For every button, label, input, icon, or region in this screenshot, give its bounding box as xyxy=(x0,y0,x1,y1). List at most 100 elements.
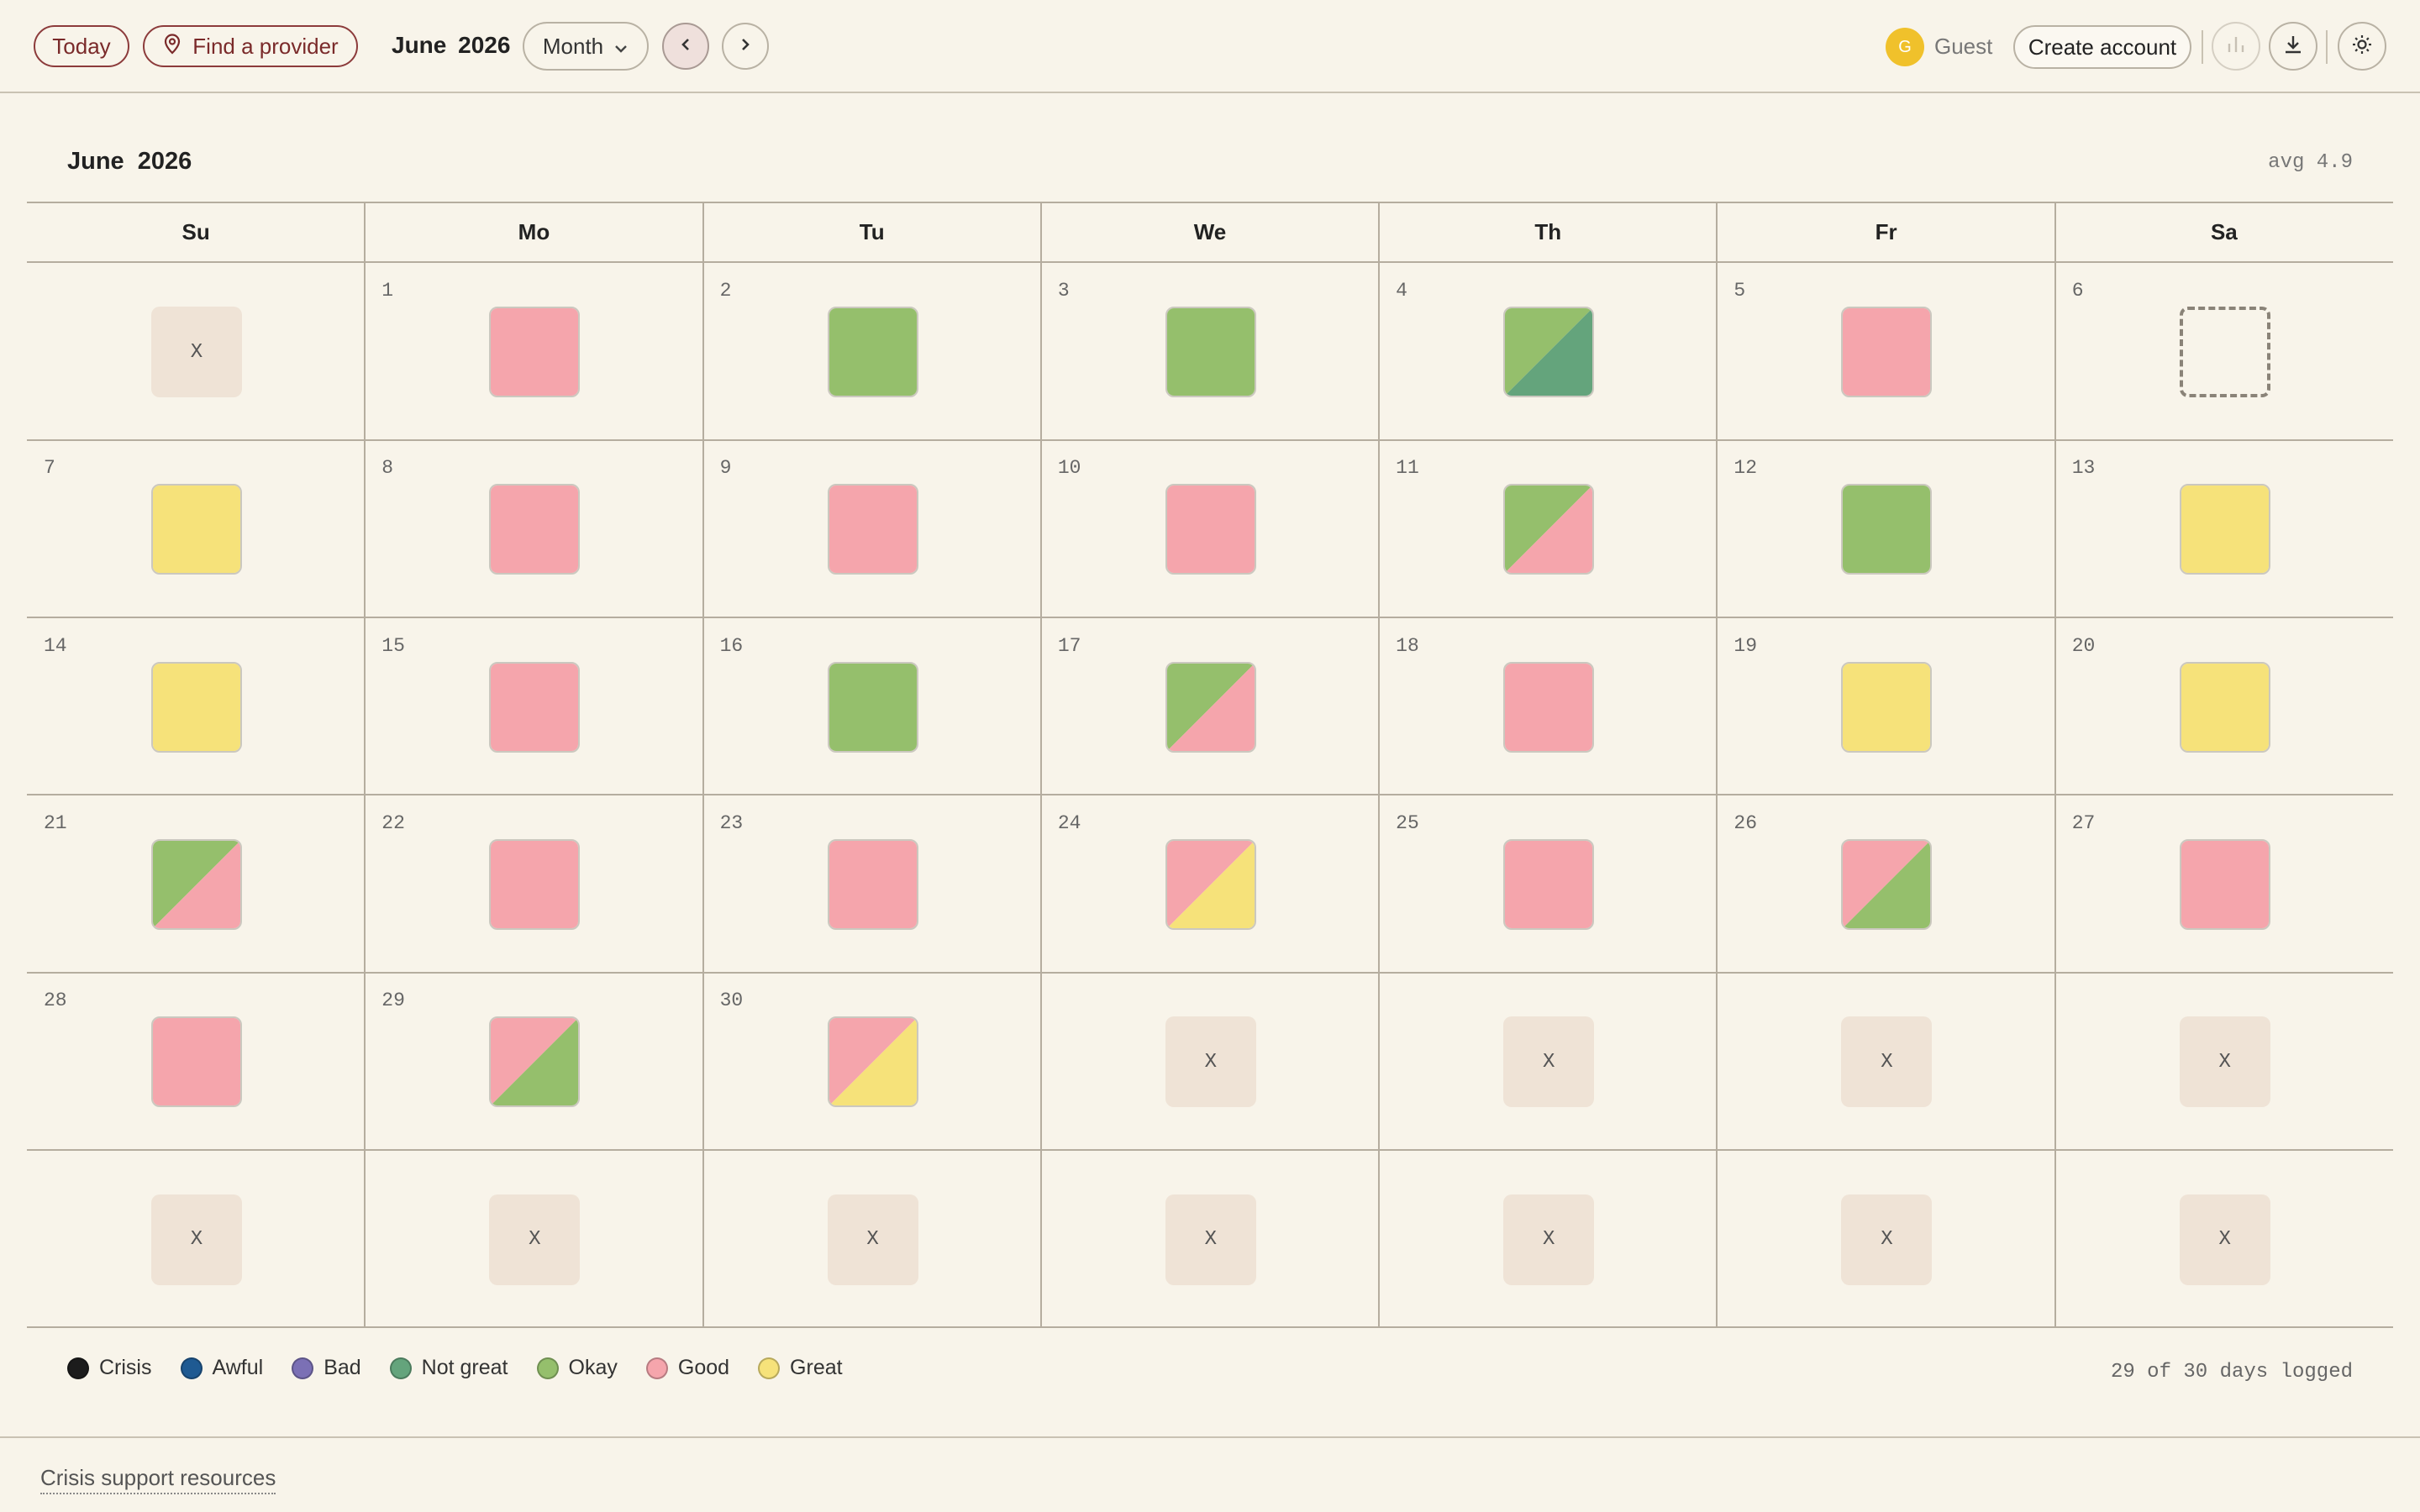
day-number: 21 xyxy=(44,812,67,834)
days-logged-summary: 29 of 30 days logged xyxy=(2110,1361,2353,1383)
mood-tile[interactable] xyxy=(2179,839,2270,930)
mood-tile[interactable] xyxy=(1165,484,1256,575)
calendar-day-cell[interactable]: 9 xyxy=(702,440,1041,619)
calendar-day-cell[interactable]: 11 xyxy=(1379,440,1718,619)
stats-button[interactable] xyxy=(2212,22,2260,71)
calendar-day-cell[interactable]: 1 xyxy=(365,263,703,441)
mood-tile[interactable] xyxy=(827,1016,918,1108)
previous-month-button[interactable] xyxy=(662,23,709,70)
mood-tile[interactable] xyxy=(489,484,581,575)
day-number: 16 xyxy=(719,634,744,657)
calendar-day-cell[interactable]: 3 xyxy=(1040,263,1380,441)
map-pin-icon xyxy=(162,33,182,60)
next-month-button[interactable] xyxy=(722,23,769,70)
view-select-value: Month xyxy=(542,33,604,59)
mood-tile[interactable] xyxy=(1841,307,1933,397)
mood-tile[interactable] xyxy=(1503,839,1595,930)
calendar-day-cell[interactable]: 19 xyxy=(1717,618,2055,796)
calendar-day-cell[interactable]: 20 xyxy=(2054,618,2393,796)
mood-tile[interactable] xyxy=(827,307,918,397)
calendar-day-cell: X xyxy=(27,263,366,441)
calendar-day-cell[interactable]: 5 xyxy=(1717,263,2055,441)
mood-tile[interactable] xyxy=(151,839,242,930)
calendar-day-cell[interactable]: 26 xyxy=(1717,795,2055,974)
mood-tile[interactable] xyxy=(489,661,581,753)
mood-tile[interactable] xyxy=(1841,839,1933,930)
download-button[interactable] xyxy=(2269,22,2317,71)
today-button[interactable]: Today xyxy=(34,25,129,67)
calendar-day-cell[interactable]: 17 xyxy=(1040,618,1380,796)
calendar-day-cell[interactable]: 10 xyxy=(1040,440,1380,619)
mood-tile[interactable] xyxy=(2179,661,2270,753)
mood-tile[interactable] xyxy=(1841,661,1933,753)
column-divider xyxy=(702,203,704,1328)
theme-toggle-button[interactable] xyxy=(2338,22,2386,71)
calendar-day-cell[interactable]: 7 xyxy=(27,440,366,619)
mood-tile[interactable] xyxy=(151,484,242,575)
find-provider-button[interactable]: Find a provider xyxy=(143,25,358,67)
crisis-support-link[interactable]: Crisis support resources xyxy=(40,1465,276,1494)
mood-fill xyxy=(491,841,579,928)
mood-tile[interactable] xyxy=(1503,484,1595,575)
day-number: 14 xyxy=(44,634,67,657)
mood-tile[interactable] xyxy=(827,661,918,753)
calendar-day-cell[interactable]: 21 xyxy=(27,795,366,974)
mood-tile[interactable] xyxy=(1165,307,1256,397)
avatar[interactable]: G xyxy=(1886,28,1924,66)
calendar-day-cell[interactable]: 28 xyxy=(27,973,366,1152)
calendar-day-cell[interactable]: 8 xyxy=(365,440,703,619)
mood-tile[interactable] xyxy=(1841,484,1933,575)
mood-tile[interactable] xyxy=(2179,484,2270,575)
calendar-day-cell[interactable]: 25 xyxy=(1379,795,1718,974)
mood-tile[interactable] xyxy=(827,839,918,930)
mood-tile[interactable] xyxy=(489,839,581,930)
unlogged-day-tile[interactable] xyxy=(2179,307,2270,397)
calendar-day-cell[interactable]: 14 xyxy=(27,618,366,796)
calendar-day-cell[interactable]: 18 xyxy=(1379,618,1718,796)
create-account-button[interactable]: Create account xyxy=(2013,25,2191,69)
empty-marker: X xyxy=(190,340,203,364)
day-number: 9 xyxy=(719,457,732,480)
divider xyxy=(2202,30,2203,64)
calendar-day-cell[interactable]: 24 xyxy=(1040,795,1380,974)
day-number: 22 xyxy=(381,812,405,834)
legend-swatch xyxy=(536,1357,559,1379)
calendar-day-cell[interactable]: 2 xyxy=(702,263,1041,441)
mood-tile[interactable] xyxy=(1165,839,1256,930)
legend-swatch xyxy=(645,1357,668,1379)
calendar-day-cell[interactable]: 12 xyxy=(1717,440,2055,619)
calendar-day-cell[interactable]: 13 xyxy=(2054,440,2393,619)
calendar-day-cell[interactable]: 16 xyxy=(702,618,1041,796)
mood-fill-secondary xyxy=(829,1018,917,1106)
calendar-day-cell: X xyxy=(1379,973,1718,1152)
mood-tile[interactable] xyxy=(1503,307,1595,397)
calendar-day-cell[interactable]: 29 xyxy=(365,973,703,1152)
day-number: 10 xyxy=(1057,457,1081,480)
empty-day-tile: X xyxy=(151,307,242,397)
mood-tile[interactable] xyxy=(1165,661,1256,753)
calendar-day-cell[interactable]: 23 xyxy=(702,795,1041,974)
mood-tile[interactable] xyxy=(151,1016,242,1108)
view-select[interactable]: Month xyxy=(523,22,649,71)
calendar-day-cell: X xyxy=(27,1151,366,1329)
mood-tile[interactable] xyxy=(151,661,242,753)
empty-day-tile: X xyxy=(1165,1016,1256,1108)
mood-tile[interactable] xyxy=(489,1016,581,1108)
calendar-day-cell[interactable]: 15 xyxy=(365,618,703,796)
legend-label: Bad xyxy=(324,1356,361,1379)
calendar-day-cell[interactable]: 27 xyxy=(2054,795,2393,974)
calendar-day-cell[interactable]: 4 xyxy=(1379,263,1718,441)
bar-chart-icon xyxy=(2225,34,2247,60)
mood-fill xyxy=(1505,663,1593,751)
weekday-header: Fr xyxy=(1875,219,1897,244)
calendar-day-cell: X xyxy=(1379,1151,1718,1329)
legend-swatch xyxy=(292,1357,314,1379)
mood-tile[interactable] xyxy=(827,484,918,575)
calendar-day-cell[interactable]: 6 xyxy=(2054,263,2393,441)
mood-tile[interactable] xyxy=(489,307,581,397)
day-number: 29 xyxy=(381,990,405,1012)
calendar-day-cell[interactable]: 30 xyxy=(702,973,1041,1152)
calendar-day-cell[interactable]: 22 xyxy=(365,795,703,974)
legend-item: Okay xyxy=(536,1356,618,1380)
mood-tile[interactable] xyxy=(1503,661,1595,753)
